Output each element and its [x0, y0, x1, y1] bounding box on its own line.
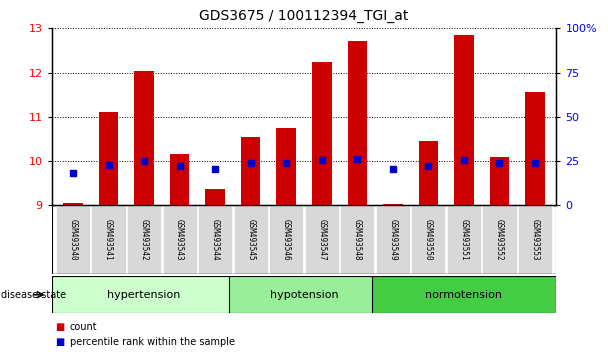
Bar [56, 205, 90, 274]
Bar [127, 205, 161, 274]
Bar [206, 188, 225, 205]
Text: GSM493553: GSM493553 [531, 219, 539, 261]
Point [424, 164, 434, 169]
Bar [170, 154, 189, 205]
Point [353, 156, 362, 162]
Text: GSM493542: GSM493542 [140, 219, 148, 261]
Text: GSM493551: GSM493551 [460, 219, 468, 261]
Point [317, 158, 326, 163]
Point [282, 160, 291, 166]
Text: GSM493544: GSM493544 [210, 219, 219, 261]
Bar [98, 113, 119, 205]
Point [494, 160, 504, 166]
Bar [162, 205, 196, 274]
Point [139, 158, 149, 164]
Text: GSM493550: GSM493550 [424, 219, 433, 261]
Text: GSM493552: GSM493552 [495, 219, 504, 261]
Bar [52, 276, 237, 313]
Text: GDS3675 / 100112394_TGI_at: GDS3675 / 100112394_TGI_at [199, 9, 409, 23]
Bar [348, 41, 367, 205]
Text: GSM493545: GSM493545 [246, 219, 255, 261]
Point [104, 162, 114, 167]
Text: GSM493549: GSM493549 [389, 219, 398, 261]
Text: GSM493547: GSM493547 [317, 219, 326, 261]
Bar [376, 205, 410, 274]
Point [174, 164, 184, 169]
Bar [229, 276, 379, 313]
Bar [371, 276, 556, 313]
Text: disease state: disease state [1, 290, 66, 300]
Bar [198, 205, 232, 274]
Point [68, 171, 78, 176]
Bar [518, 205, 552, 274]
Text: ■: ■ [55, 337, 64, 347]
Point [210, 166, 220, 172]
Bar [489, 157, 510, 205]
Text: count: count [70, 322, 97, 332]
Text: percentile rank within the sample: percentile rank within the sample [70, 337, 235, 347]
Bar [454, 35, 474, 205]
Bar [241, 137, 260, 205]
Bar [91, 205, 126, 274]
Point [459, 158, 469, 163]
Text: hypotension: hypotension [270, 290, 338, 300]
Bar [269, 205, 303, 274]
Text: GSM493546: GSM493546 [282, 219, 291, 261]
Point [530, 160, 540, 166]
Bar [482, 205, 517, 274]
Point [388, 166, 398, 172]
Bar [412, 205, 446, 274]
Bar [277, 128, 296, 205]
Bar [305, 205, 339, 274]
Text: GSM493548: GSM493548 [353, 219, 362, 261]
Text: GSM493541: GSM493541 [104, 219, 113, 261]
Bar [312, 62, 331, 205]
Bar [525, 92, 545, 205]
Point [246, 160, 255, 166]
Bar [233, 205, 268, 274]
Bar [419, 141, 438, 205]
Text: ■: ■ [55, 322, 64, 332]
Text: GSM493540: GSM493540 [69, 219, 77, 261]
Text: GSM493543: GSM493543 [175, 219, 184, 261]
Bar [340, 205, 375, 274]
Text: normotension: normotension [426, 290, 502, 300]
Bar [447, 205, 481, 274]
Bar [134, 71, 154, 205]
Text: hypertension: hypertension [108, 290, 181, 300]
Bar [63, 203, 83, 205]
